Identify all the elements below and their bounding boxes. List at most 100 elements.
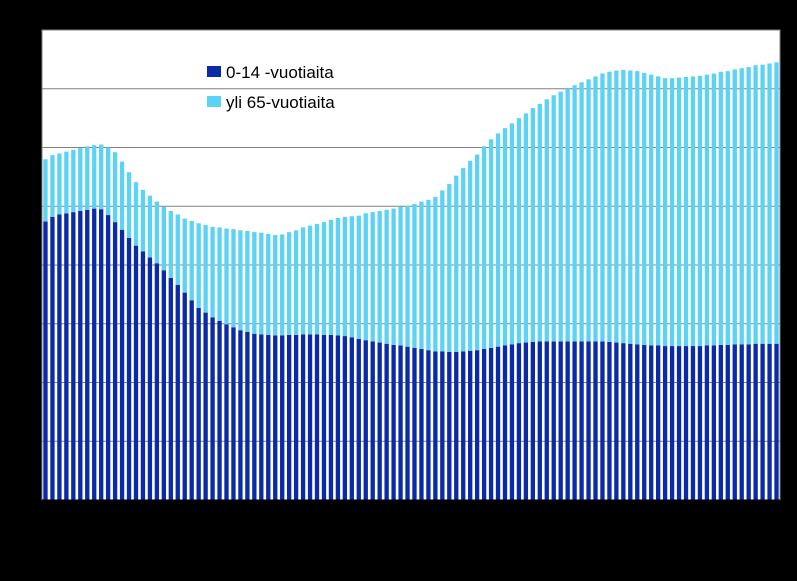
bar-yli-65 <box>238 230 243 331</box>
bar-0-14 <box>495 346 501 500</box>
bar-0-14 <box>704 345 710 500</box>
bar-yli-65 <box>447 183 452 352</box>
bar-yli-65 <box>363 213 368 341</box>
bar-0-14 <box>523 342 529 500</box>
bar-0-14 <box>307 334 313 500</box>
bar-yli-65 <box>384 209 389 344</box>
bar-0-14 <box>335 335 341 500</box>
bar-yli-65 <box>349 216 354 338</box>
bar-yli-65 <box>182 218 187 293</box>
bar-0-14 <box>635 344 640 500</box>
bar-yli-65 <box>203 225 208 313</box>
bar-0-14 <box>293 334 299 500</box>
bar-yli-65 <box>287 232 292 335</box>
bar-0-14 <box>377 342 382 500</box>
bar-0-14 <box>690 346 696 500</box>
bar-0-14 <box>370 341 375 501</box>
bar-yli-65 <box>168 210 173 278</box>
bar-yli-65 <box>300 227 306 335</box>
bar-yli-65 <box>530 108 535 342</box>
bar-yli-65 <box>649 74 654 346</box>
bar-yli-65 <box>99 144 104 210</box>
bar-0-14 <box>43 221 48 500</box>
bar-yli-65 <box>739 68 744 345</box>
bar-yli-65 <box>461 168 466 352</box>
bar-0-14 <box>391 344 396 500</box>
bar-yli-65 <box>314 223 320 335</box>
bar-0-14 <box>405 346 410 500</box>
legend-swatch-yli-65 <box>207 96 221 107</box>
legend-entry-yli-65: yli 65-vuotiaita <box>207 93 335 112</box>
bar-0-14 <box>481 349 487 500</box>
bar-yli-65 <box>454 175 459 352</box>
bar-0-14 <box>586 341 591 501</box>
legend-entry-0-14: 0-14 -vuotiaita <box>207 63 334 82</box>
legend: 0-14 -vuotiaita yli 65-vuotiaita <box>207 63 335 112</box>
bar-yli-65 <box>398 206 403 346</box>
bar-yli-65 <box>753 65 758 344</box>
bar-0-14 <box>349 337 354 500</box>
bar-0-14 <box>739 344 744 500</box>
bar-0-14 <box>593 341 598 501</box>
bar-0-14 <box>384 343 389 500</box>
bar-0-14 <box>746 344 751 500</box>
bar-yli-65 <box>175 214 180 285</box>
bar-yli-65 <box>579 82 584 342</box>
bar-0-14 <box>565 341 570 501</box>
bar-0-14 <box>516 343 522 500</box>
bar-yli-65 <box>140 189 146 252</box>
bar-yli-65 <box>356 215 361 340</box>
bar-yli-65 <box>105 147 111 216</box>
bar-0-14 <box>252 333 257 500</box>
bar-0-14 <box>725 344 730 500</box>
bar-0-14 <box>440 351 445 500</box>
bar-0-14 <box>718 344 723 500</box>
bar-0-14 <box>64 213 69 501</box>
bar-yli-65 <box>85 146 90 210</box>
bar-0-14 <box>433 351 438 500</box>
bar-yli-65 <box>50 155 55 217</box>
bar-0-14 <box>321 334 327 500</box>
bar-0-14 <box>767 343 772 500</box>
bar-yli-65 <box>196 223 201 308</box>
bar-0-14 <box>231 327 236 500</box>
bar-0-14 <box>273 335 278 500</box>
bar-0-14 <box>419 349 424 500</box>
bar-0-14 <box>78 210 83 500</box>
bar-0-14 <box>287 334 292 500</box>
bar-0-14 <box>711 345 717 500</box>
bar-yli-65 <box>697 75 703 347</box>
bar-0-14 <box>342 336 348 500</box>
legend-label-0-14: 0-14 -vuotiaita <box>226 63 334 82</box>
bar-0-14 <box>669 346 675 500</box>
bar-yli-65 <box>690 76 696 347</box>
bar-yli-65 <box>231 229 236 328</box>
bar-0-14 <box>676 346 682 500</box>
bar-yli-65 <box>774 62 779 344</box>
bar-0-14 <box>119 229 125 500</box>
bar-yli-65 <box>147 195 153 258</box>
bar-yli-65 <box>433 196 438 352</box>
bar-0-14 <box>683 346 689 500</box>
bar-yli-65 <box>621 69 626 344</box>
bar-0-14 <box>649 345 654 500</box>
bar-yli-65 <box>676 77 682 347</box>
bar-0-14 <box>600 341 605 501</box>
bar-yli-65 <box>154 201 160 264</box>
bar-yli-65 <box>607 71 612 342</box>
bar-yli-65 <box>92 145 97 209</box>
bar-0-14 <box>189 300 194 500</box>
bar-yli-65 <box>252 232 257 334</box>
bar-yli-65 <box>732 69 737 345</box>
bar-0-14 <box>314 334 320 500</box>
bar-0-14 <box>488 347 494 500</box>
bar-0-14 <box>105 215 111 500</box>
bar-0-14 <box>558 341 563 501</box>
bar-yli-65 <box>71 149 76 213</box>
bar-yli-65 <box>119 161 125 230</box>
bar-0-14 <box>259 334 264 500</box>
bar-0-14 <box>196 307 201 500</box>
bar-yli-65 <box>391 208 396 345</box>
bar-0-14 <box>662 346 668 500</box>
